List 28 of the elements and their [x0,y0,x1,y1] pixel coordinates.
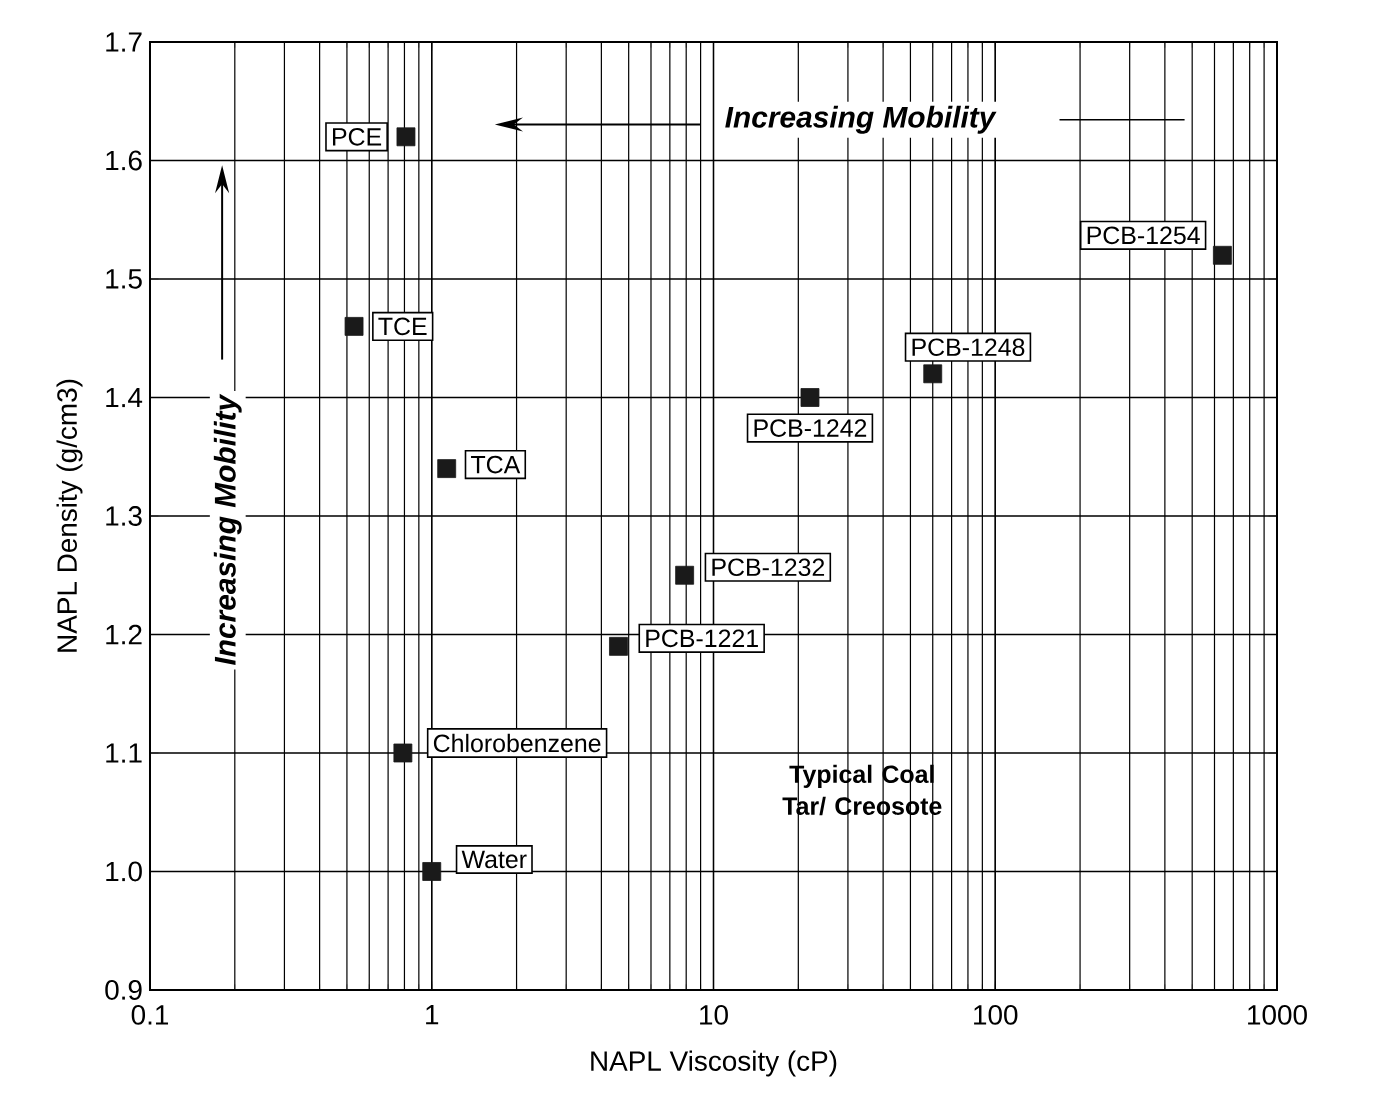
x-tick-label: 10 [700,1005,728,1025]
x-tick-label: 0.1 [131,1005,169,1025]
annotation: TCA [471,455,521,474]
y-tick-label: 1.7 [106,32,142,52]
y-tick-label: 0.9 [105,980,142,1000]
annotation: Increasing Mobility [725,105,997,134]
x-tick-label: 1000 [1248,1005,1307,1025]
annotation: TCE [378,317,427,336]
annotation: Water [461,850,527,869]
annotation: PCB-1221 [646,629,758,648]
y-tick-label: 1.6 [106,150,142,171]
annotation: Chlorobenzene [433,733,601,753]
annotation: PCB-1242 [754,419,867,437]
y-tick-label: 1.0 [106,861,142,882]
annotation: PCB-1248 [912,338,1025,357]
y-axis-title: NAPL Density (g/cm3) [56,379,83,652]
annotation: PCE [333,128,382,146]
y-tick-label: 1.3 [106,506,142,526]
x-tick-label: 100 [974,1005,1018,1025]
y-tick-label: 1.4 [106,387,143,408]
x-tick-label: 1 [426,1005,439,1025]
y-tick-label: 1.2 [106,624,142,645]
y-tick-label: 1.1 [106,743,142,763]
y-tick-label: 1.5 [106,269,142,289]
annotation: Increasing Mobility [213,393,242,666]
x-axis-title: NAPL Viscosity (cP) [591,1050,837,1077]
annotation: PCB-1254 [1087,226,1200,245]
annotation: PCB-1232 [712,558,825,577]
